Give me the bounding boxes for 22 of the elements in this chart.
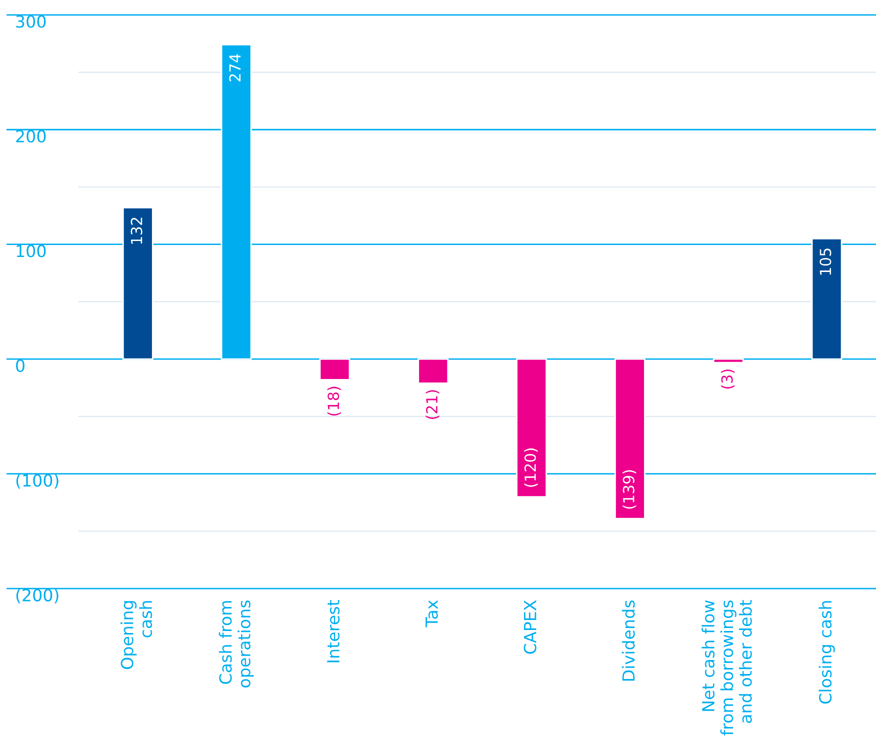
y-tick-label: (200) — [16, 588, 58, 604]
x-tick-label: Interest — [327, 600, 340, 662]
data-label: (139) — [622, 470, 636, 509]
data-label: 132 — [130, 218, 142, 244]
x-tick-label: Tax — [426, 600, 438, 628]
x-tick-label: Dividends — [622, 600, 635, 681]
y-tick-label: 0 — [16, 359, 24, 372]
data-label: (18) — [327, 386, 341, 416]
x-tick-label: Closing cash — [818, 601, 835, 704]
data-label: (120) — [524, 448, 538, 487]
data-label: 274 — [229, 54, 241, 82]
data-label: (3) — [721, 370, 735, 389]
y-tick-label: (100) — [16, 474, 58, 489]
x-tick-label: Cash from operations — [218, 600, 254, 688]
x-tick-label: Opening cash — [120, 601, 152, 670]
data-label: (21) — [426, 390, 440, 419]
y-tick-label: 300 — [16, 15, 46, 28]
x-tick-label: CAPEX — [524, 600, 536, 654]
y-tick-label: 200 — [16, 130, 46, 143]
data-label: 105 — [820, 248, 832, 275]
x-tick-label: Net cash flow from borrowings and other debt — [702, 600, 752, 736]
y-tick-label: 100 — [16, 244, 46, 258]
